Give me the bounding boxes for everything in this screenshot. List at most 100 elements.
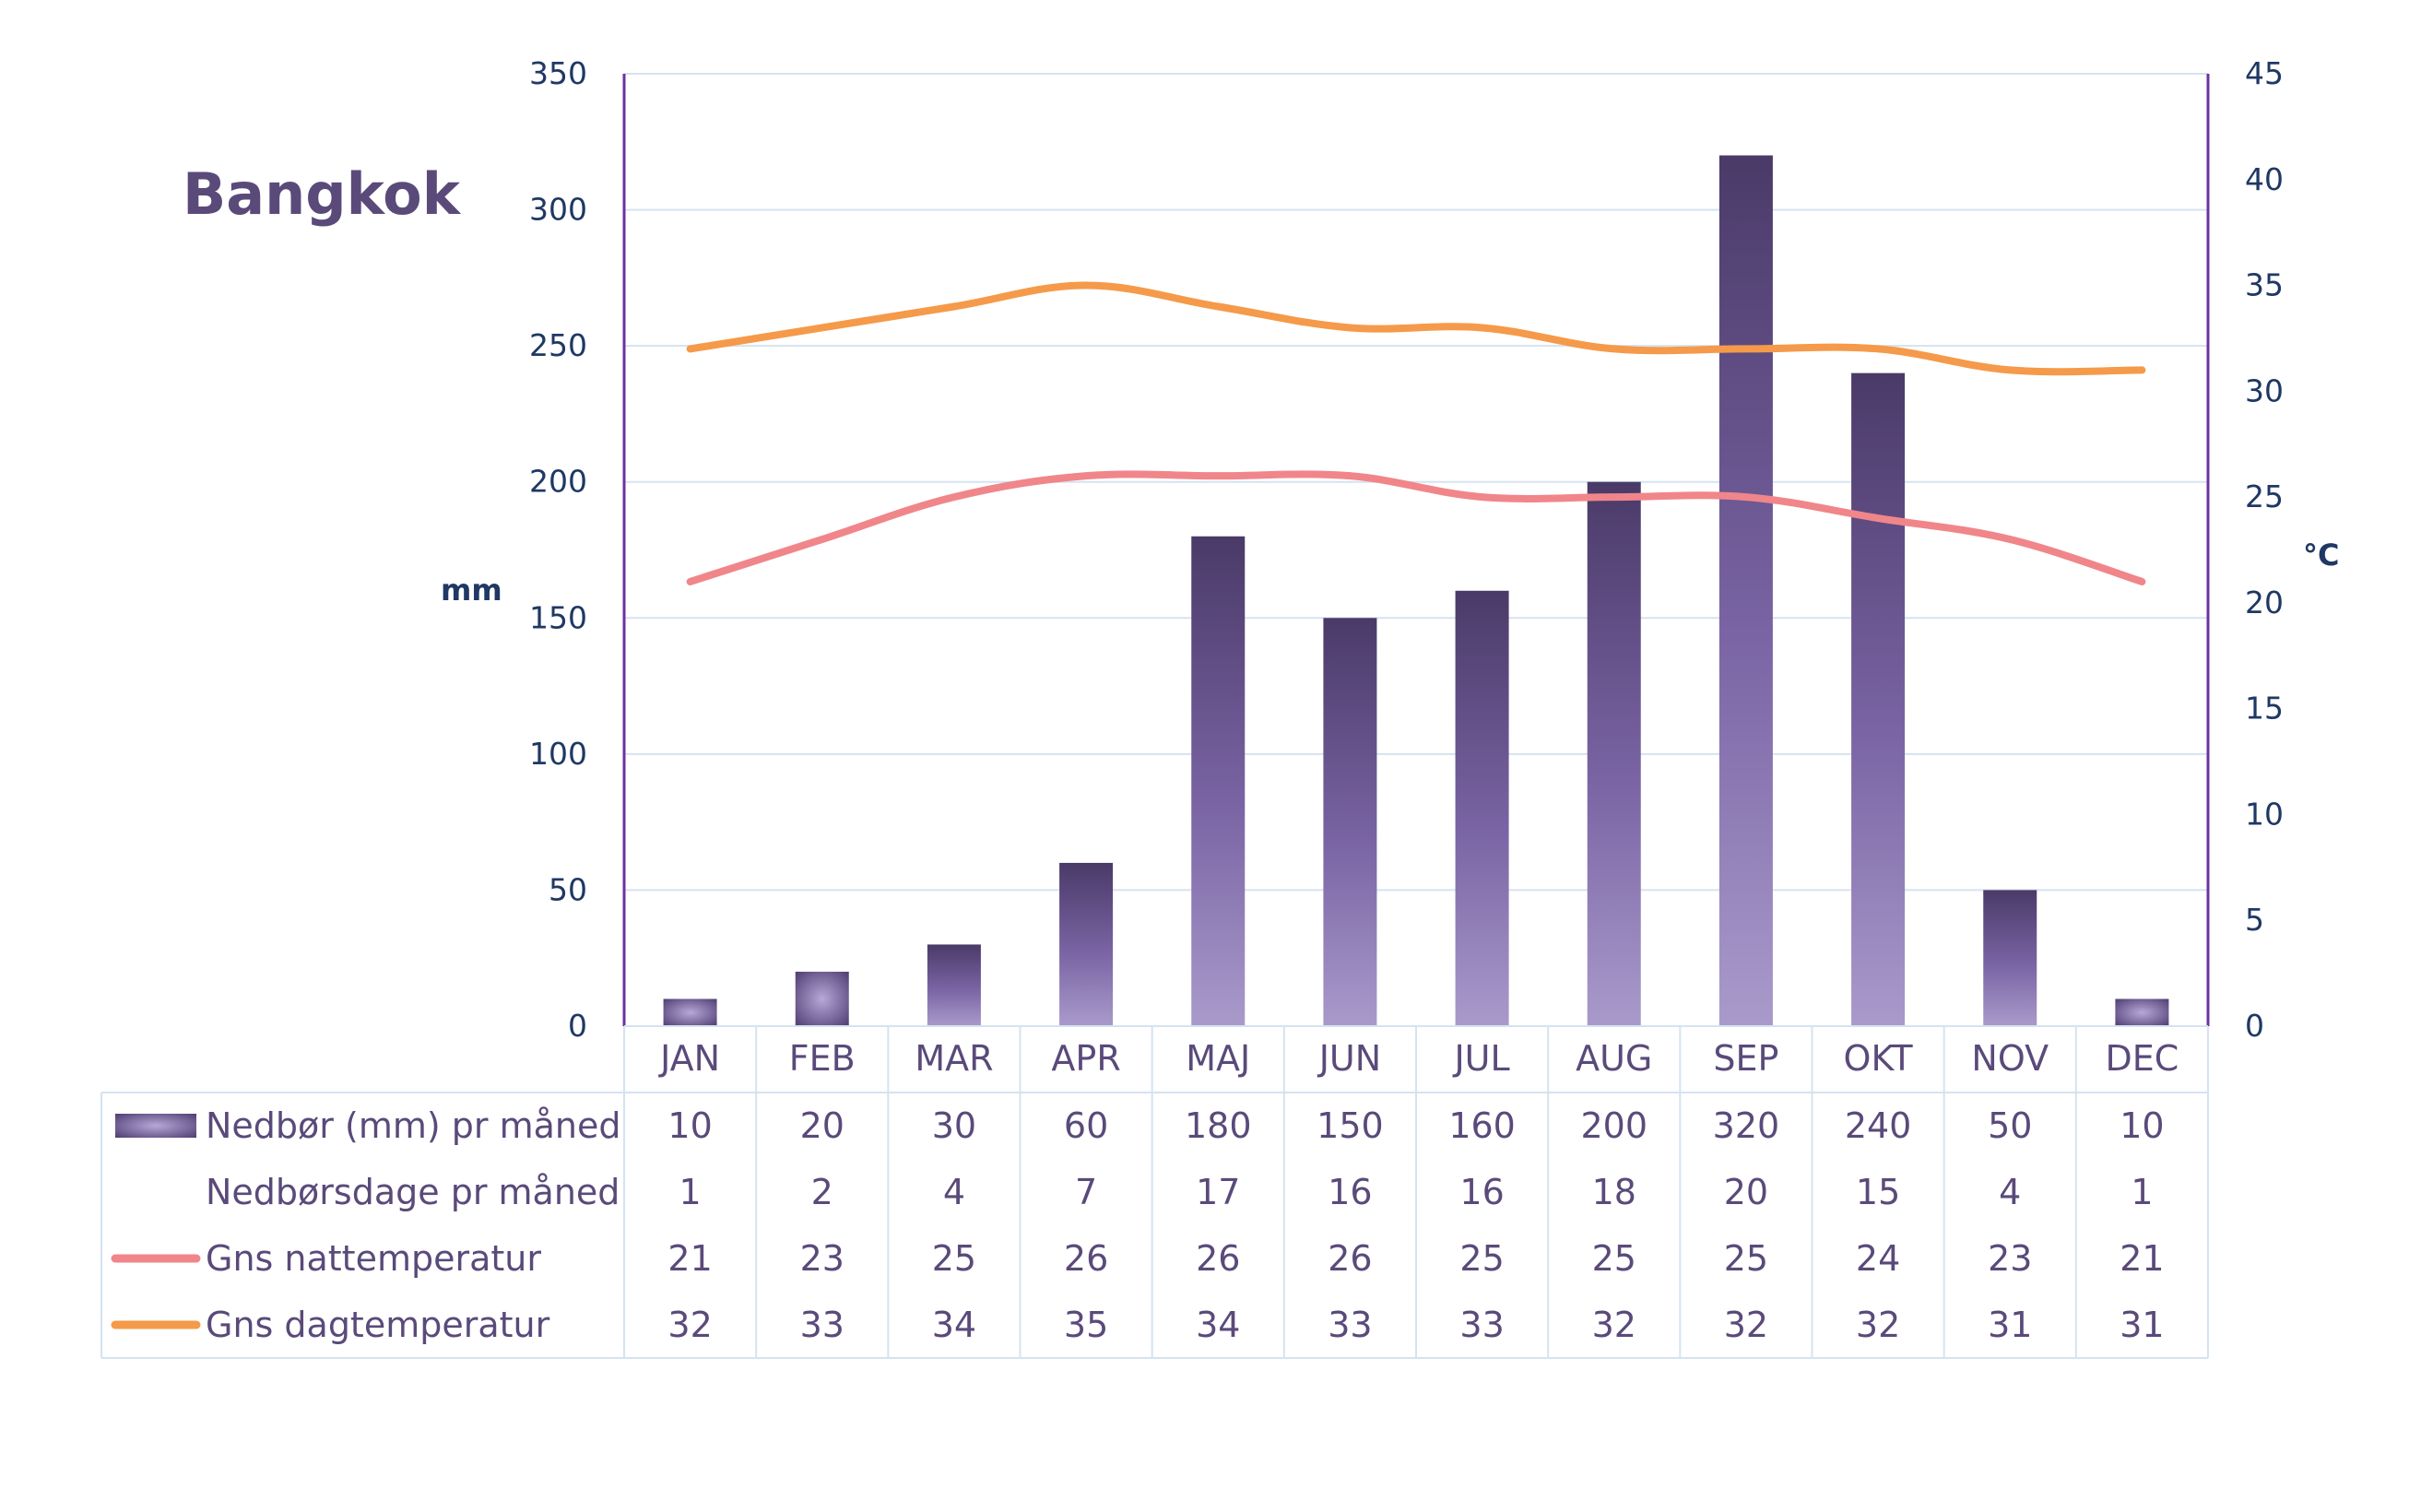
table-cell: 34	[932, 1305, 976, 1345]
table-cell: 25	[1459, 1238, 1504, 1279]
table-cell: 180	[1185, 1105, 1252, 1146]
bar-okt	[1851, 372, 1906, 1027]
table-cell: 1	[679, 1172, 701, 1212]
bar-jul	[1455, 590, 1509, 1026]
y-right-tick-label: 45	[2245, 55, 2284, 91]
table-cell: 7	[1075, 1172, 1097, 1212]
bar-jun	[1323, 618, 1377, 1026]
table-cell: 1	[2131, 1172, 2153, 1212]
table-cell: 24	[1856, 1238, 1900, 1279]
table-cell: 16	[1328, 1172, 1372, 1212]
day-temperature-line	[686, 281, 2146, 376]
table-cell: 160	[1448, 1105, 1516, 1146]
table-cell: 21	[667, 1238, 712, 1279]
chart-title: Bangkok	[183, 160, 462, 228]
table-cell: 26	[1064, 1238, 1108, 1279]
x-tick-label: MAJ	[1186, 1038, 1250, 1079]
axes	[622, 74, 2210, 1027]
table-cell: 16	[1459, 1172, 1504, 1212]
table-cell: 10	[2120, 1105, 2164, 1146]
table-row-label: Gns dagtemperatur	[206, 1305, 550, 1345]
y-right-tick-label: 10	[2245, 796, 2284, 832]
y-left-axis-label: mm	[441, 573, 502, 608]
y-right-tick-label: 15	[2245, 691, 2284, 726]
table-cell: 60	[1064, 1105, 1108, 1146]
y-right-ticks: 0 5 10 15 20 25 30 35 40 45	[2245, 55, 2284, 1044]
night-temperature-line	[686, 470, 2146, 585]
table-cell: 32	[667, 1305, 712, 1345]
y-left-tick-label: 250	[529, 327, 587, 363]
table-cell: 35	[1064, 1305, 1108, 1345]
bar-nov	[1983, 890, 2037, 1026]
grid-lines	[624, 73, 2208, 892]
table-cell: 320	[1713, 1105, 1780, 1146]
table-cell: 33	[1459, 1305, 1504, 1345]
table-cell: 34	[1196, 1305, 1240, 1345]
table-cell: 17	[1196, 1172, 1240, 1212]
table-cell: 32	[1724, 1305, 1768, 1345]
data-table: JAN FEB MAR APR MAJ JUN JUL AUG SEP OKT NOV DEC Nedb…	[100, 1026, 2209, 1359]
table-cell: 200	[1580, 1105, 1647, 1146]
table-cell: 26	[1328, 1238, 1372, 1279]
table-cell: 10	[667, 1105, 712, 1146]
x-tick-label: APR	[1051, 1038, 1120, 1079]
table-cell: 23	[1988, 1238, 2032, 1279]
y-right-tick-label: 25	[2245, 478, 2284, 514]
table-cell: 25	[1724, 1238, 1768, 1279]
table-cell: 33	[800, 1305, 844, 1345]
y-left-tick-label: 200	[529, 464, 587, 500]
bar-mar	[927, 944, 981, 1026]
table-cell: 20	[1724, 1172, 1768, 1212]
bar-aug	[1587, 481, 1641, 1026]
table-cell: 18	[1592, 1172, 1636, 1212]
table-cell: 31	[1988, 1305, 2032, 1345]
y-left-tick-label: 300	[529, 192, 587, 228]
table-cell: 32	[1592, 1305, 1636, 1345]
line-series	[686, 281, 2146, 585]
table-cell: 26	[1196, 1238, 1240, 1279]
y-left-tick-label: 150	[529, 599, 587, 635]
table-cell: 20	[800, 1105, 844, 1146]
table-cell: 50	[1988, 1105, 2032, 1146]
bar-jan	[663, 998, 717, 1026]
table-cell: 30	[932, 1105, 976, 1146]
bar-sep	[1718, 155, 1773, 1027]
y-left-tick-label: 100	[529, 736, 587, 772]
y-left-tick-label: 50	[549, 871, 587, 907]
table-cell: 31	[2120, 1305, 2164, 1345]
x-tick-label: MAR	[915, 1038, 993, 1079]
table-cell: 23	[800, 1238, 844, 1279]
x-tick-label: JUL	[1452, 1038, 1509, 1079]
table-cell: 32	[1856, 1305, 1900, 1345]
table-cell: 33	[1328, 1305, 1372, 1345]
table-cell: 2	[811, 1172, 833, 1212]
x-tick-label: NOV	[1971, 1038, 2049, 1079]
legend-key-precipitation	[115, 1114, 196, 1138]
y-right-tick-label: 20	[2245, 585, 2284, 620]
x-tick-label: JUN	[1317, 1038, 1381, 1079]
x-tick-label: JAN	[658, 1038, 720, 1079]
table-cell: 4	[1999, 1172, 2021, 1212]
y-right-tick-label: 30	[2245, 372, 2284, 408]
x-tick-label: OKT	[1844, 1038, 1914, 1079]
x-tick-label: SEP	[1713, 1038, 1778, 1079]
table-cell: 15	[1856, 1172, 1900, 1212]
bar-apr	[1059, 862, 1114, 1026]
bar-maj	[1191, 536, 1246, 1026]
y-right-tick-label: 5	[2245, 902, 2264, 938]
x-tick-label: FEB	[789, 1038, 856, 1079]
bar-series	[663, 155, 2169, 1027]
y-right-tick-label: 35	[2245, 267, 2284, 303]
table-cell: 240	[1845, 1105, 1912, 1146]
x-tick-label: DEC	[2106, 1038, 2179, 1079]
y-left-ticks: 0 50 100 150 200 250 300 350	[529, 55, 587, 1044]
bar-dec	[2115, 998, 2169, 1026]
table-cell: 25	[1592, 1238, 1636, 1279]
y-left-tick-label: 0	[568, 1008, 587, 1044]
table-cell: 25	[932, 1238, 976, 1279]
x-tick-label: AUG	[1576, 1038, 1652, 1079]
bar-feb	[795, 971, 849, 1026]
table-row-label: Nedbørsdage pr måned	[206, 1172, 620, 1212]
table-cell: 150	[1317, 1105, 1384, 1146]
